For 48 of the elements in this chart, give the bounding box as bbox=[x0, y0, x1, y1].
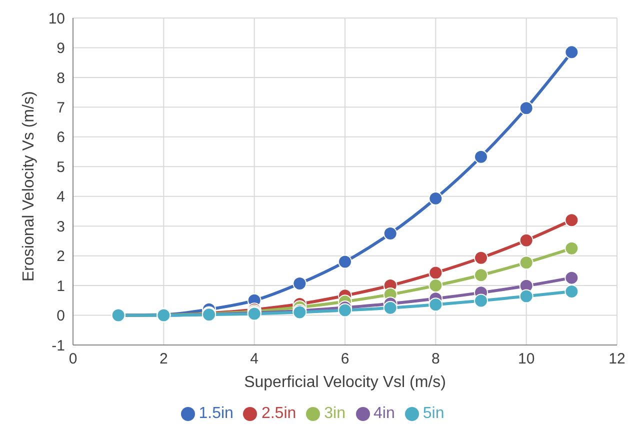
y-tick-label: 7 bbox=[56, 100, 65, 117]
y-tick-label: 3 bbox=[56, 218, 65, 236]
x-axis-title: Superficial Velocity Vsl (m/s) bbox=[244, 374, 446, 391]
y-tick-label: 0 bbox=[56, 308, 65, 325]
legend-label: 2.5in bbox=[261, 405, 296, 422]
y-tick-label: 5 bbox=[56, 158, 65, 176]
x-tick-label: 2 bbox=[159, 350, 168, 368]
point bbox=[292, 276, 307, 290]
point bbox=[564, 241, 579, 256]
point bbox=[383, 226, 398, 241]
point bbox=[474, 150, 488, 164]
y-tick-label: -1 bbox=[52, 337, 65, 354]
legend-label: 5in bbox=[422, 405, 444, 422]
y-tick-label: 1 bbox=[56, 278, 65, 295]
y-tick-label: 6 bbox=[56, 129, 65, 146]
point bbox=[564, 45, 579, 60]
y-tick-label: 2 bbox=[56, 248, 65, 266]
point bbox=[564, 284, 579, 298]
point bbox=[338, 254, 352, 269]
point bbox=[564, 213, 579, 228]
point bbox=[519, 256, 534, 270]
point bbox=[474, 294, 488, 308]
legend-label: 4in bbox=[374, 405, 395, 422]
x-tick-label: 6 bbox=[340, 350, 350, 368]
legend-label: 1.5in bbox=[198, 405, 234, 422]
point bbox=[428, 278, 443, 293]
point bbox=[383, 300, 398, 315]
x-tick-label: 0 bbox=[68, 350, 78, 368]
legend-label: 3in bbox=[324, 405, 346, 422]
point bbox=[474, 250, 488, 265]
x-tick-label: 8 bbox=[431, 350, 440, 368]
point bbox=[474, 268, 488, 282]
y-tick-label: 8 bbox=[56, 70, 65, 87]
y-tick-label: 9 bbox=[56, 40, 65, 58]
y-tick-label: 4 bbox=[56, 188, 65, 206]
point bbox=[519, 289, 534, 304]
point bbox=[519, 233, 534, 248]
point bbox=[338, 303, 352, 318]
x-tick-label: 12 bbox=[608, 350, 626, 368]
point bbox=[428, 298, 443, 312]
point bbox=[428, 191, 443, 206]
x-tick-label: 10 bbox=[518, 350, 535, 368]
point bbox=[519, 101, 534, 116]
point bbox=[564, 270, 579, 285]
x-tick-label: 4 bbox=[250, 350, 259, 368]
point bbox=[428, 266, 443, 280]
y-tick-label: 10 bbox=[48, 10, 65, 28]
y-axis-title: Erosional Velocity Vs (m/s) bbox=[20, 91, 38, 282]
